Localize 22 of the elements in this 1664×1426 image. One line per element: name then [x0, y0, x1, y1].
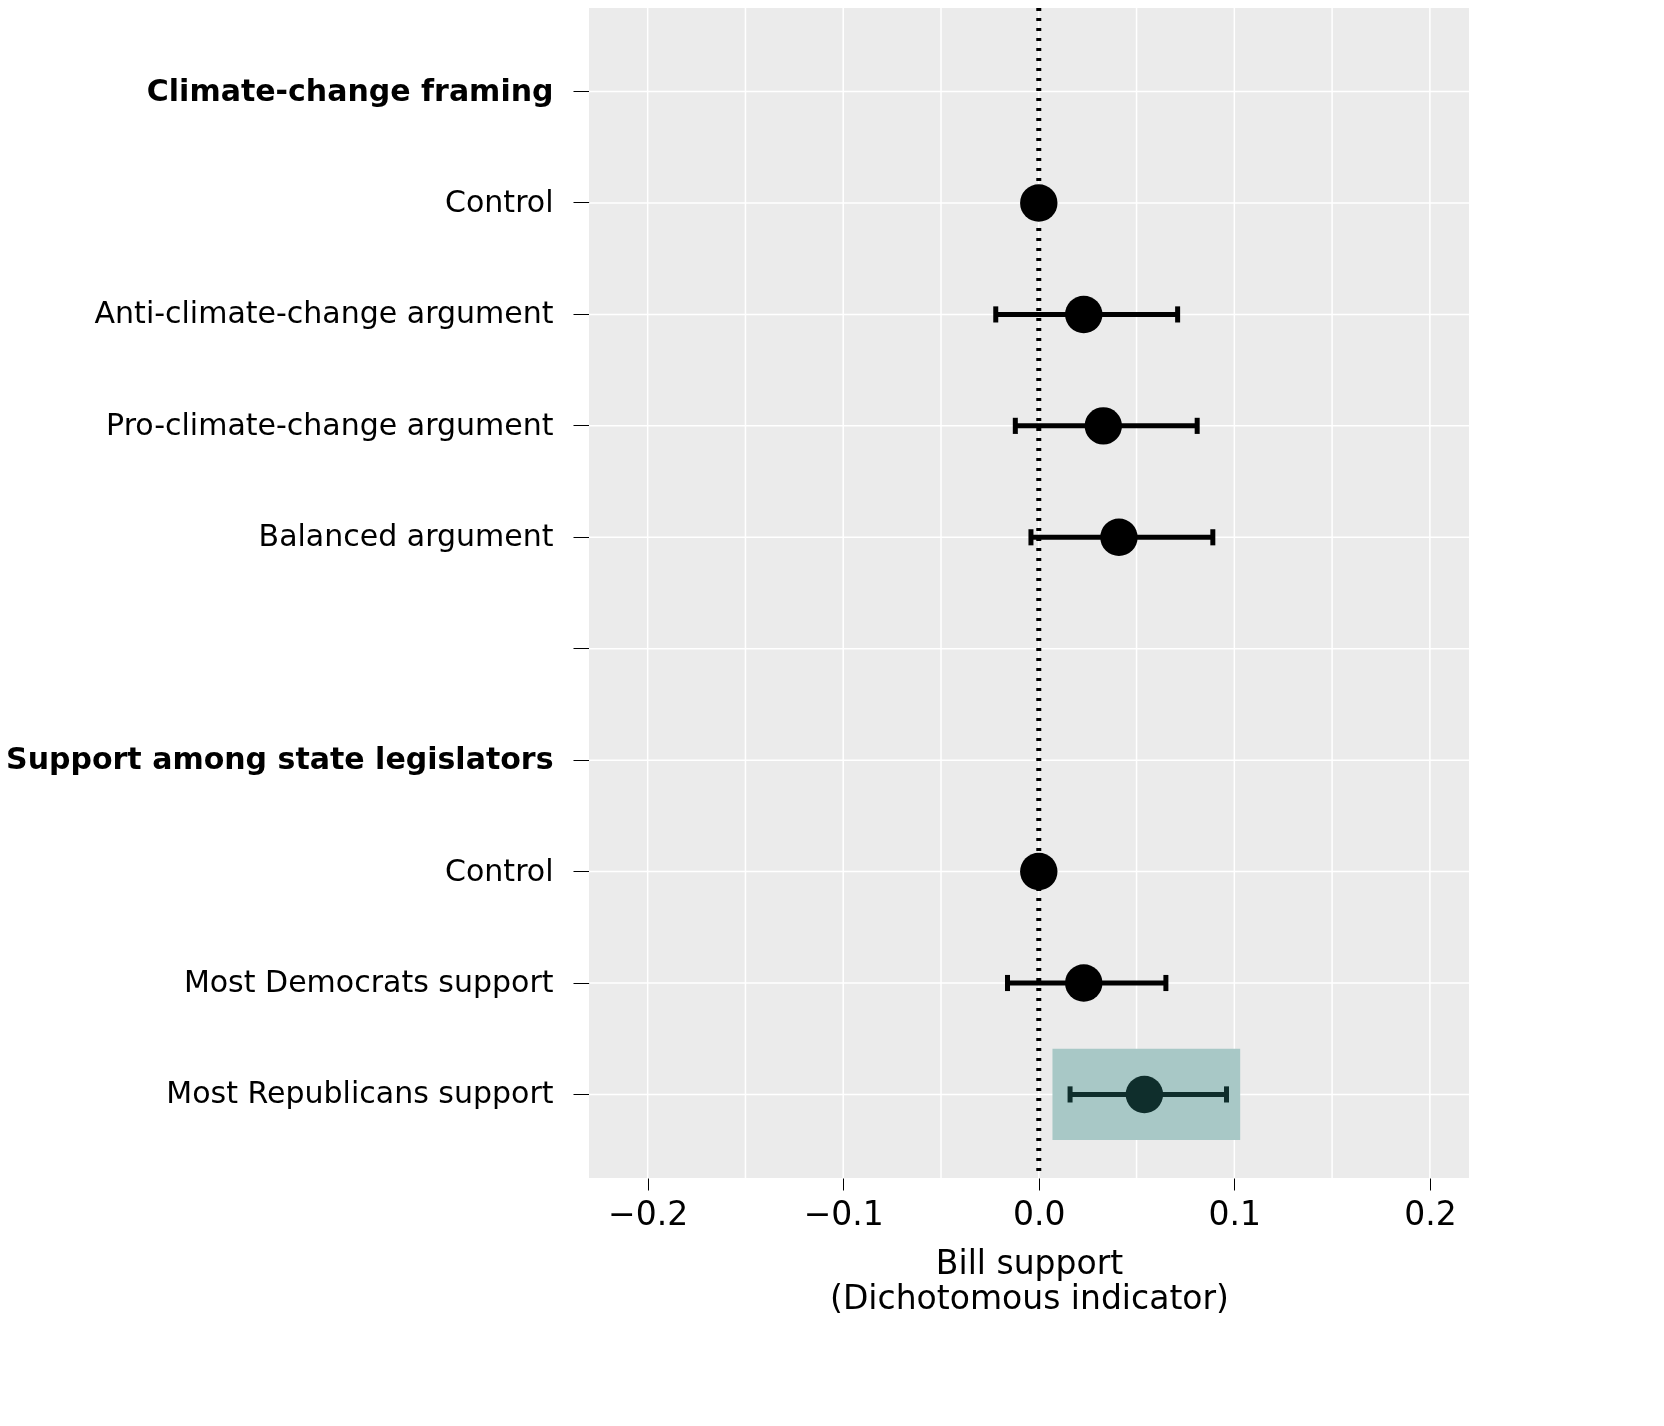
y-tick-label: Support among state legislators	[6, 741, 554, 777]
y-tick-label: Anti-climate-change argument	[94, 295, 554, 331]
point	[1020, 184, 1058, 222]
y-tick-label: Most Republicans support	[166, 1075, 554, 1111]
point	[1065, 964, 1103, 1002]
y-tick-label: Climate-change framing	[146, 72, 554, 108]
point	[1020, 852, 1058, 891]
x-axis-title: Bill support (Dichotomous indicator)	[830, 1242, 1229, 1317]
x-tick-label: −0.2	[608, 1193, 689, 1233]
y-tick-label: Control	[445, 852, 554, 888]
x-tick-label: −0.1	[803, 1193, 884, 1233]
x-tick-label: 0.1	[1208, 1193, 1262, 1233]
point	[1065, 295, 1103, 334]
y-tick-label: Pro-climate-change argument	[106, 406, 554, 442]
point	[1084, 407, 1123, 445]
y-tick-label: Balanced argument	[258, 518, 554, 554]
x-tick-label: 0.0	[1013, 1193, 1066, 1233]
point	[1100, 518, 1138, 556]
y-tick-label: Control	[445, 184, 554, 219]
y-tick-label: Most Democrats support	[183, 964, 554, 999]
x-tick-label: 0.2	[1404, 1193, 1457, 1233]
point	[1125, 1075, 1164, 1114]
